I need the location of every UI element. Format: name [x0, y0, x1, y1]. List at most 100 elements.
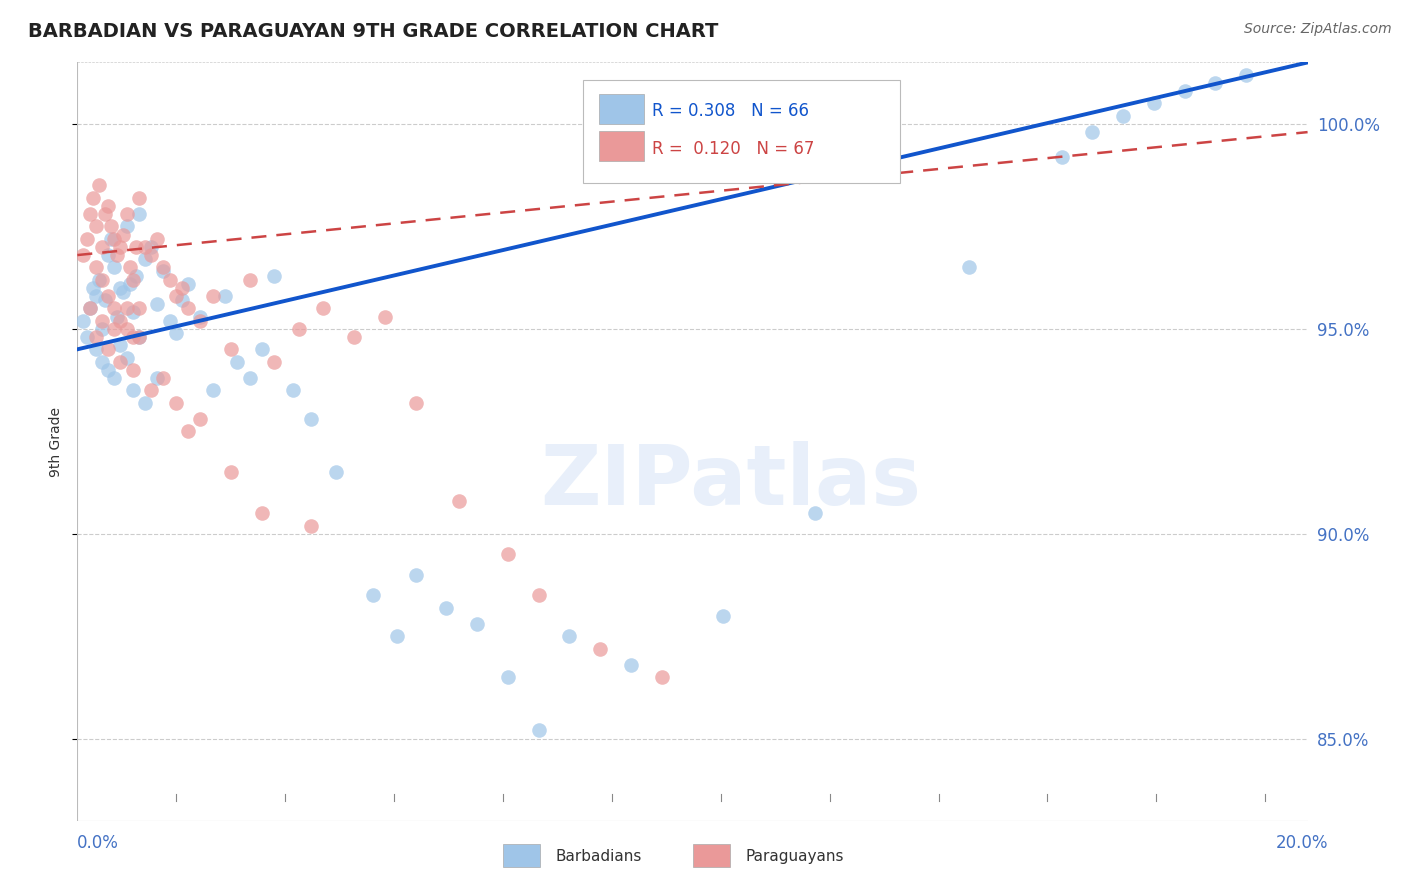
Point — [112, 285, 135, 299]
Point — [87, 178, 110, 193]
Point — [496, 547, 519, 561]
Point — [79, 207, 101, 221]
Point — [79, 301, 101, 316]
Point — [110, 313, 132, 327]
Point — [97, 343, 120, 357]
Point — [90, 322, 114, 336]
Point — [152, 264, 174, 278]
Point — [281, 384, 304, 398]
Y-axis label: 9th Grade: 9th Grade — [49, 407, 63, 476]
Point — [72, 313, 94, 327]
Point — [177, 277, 200, 291]
Point — [214, 289, 236, 303]
Point — [804, 506, 827, 520]
Text: BARBADIAN VS PARAGUAYAN 9TH GRADE CORRELATION CHART: BARBADIAN VS PARAGUAYAN 9TH GRADE CORREL… — [28, 22, 718, 41]
Point — [405, 567, 427, 582]
Point — [387, 629, 409, 643]
Point — [250, 506, 273, 520]
Point — [94, 293, 117, 307]
Point — [170, 293, 193, 307]
Point — [374, 310, 396, 324]
Point — [118, 277, 141, 291]
Point — [188, 412, 212, 426]
Point — [76, 232, 98, 246]
Point — [170, 281, 193, 295]
Point — [97, 199, 120, 213]
Point — [325, 465, 347, 479]
Point — [128, 330, 150, 344]
Point — [527, 588, 550, 602]
Point — [128, 207, 150, 221]
Point — [651, 670, 673, 684]
Point — [312, 301, 335, 316]
Point — [90, 354, 114, 368]
Point — [177, 425, 200, 439]
Point — [128, 301, 150, 316]
Point — [589, 641, 612, 656]
Point — [134, 395, 156, 409]
Point — [219, 465, 242, 479]
Point — [115, 219, 138, 234]
Point — [177, 301, 200, 316]
Point — [103, 322, 125, 336]
Text: Barbadians: Barbadians — [555, 849, 641, 863]
Point — [115, 322, 138, 336]
Point — [105, 248, 128, 262]
Point — [115, 207, 138, 221]
Point — [121, 384, 143, 398]
Text: 20.0%: 20.0% — [1277, 834, 1329, 852]
Point — [620, 657, 643, 672]
Point — [128, 191, 150, 205]
Point — [527, 723, 550, 738]
Point — [112, 227, 135, 242]
Point — [121, 273, 143, 287]
Point — [558, 629, 581, 643]
Point — [115, 351, 138, 365]
Point — [97, 248, 120, 262]
Point — [263, 354, 285, 368]
Point — [159, 313, 181, 327]
Point — [76, 330, 98, 344]
Point — [79, 301, 101, 316]
Point — [711, 608, 734, 623]
Point — [121, 330, 143, 344]
Point — [90, 240, 114, 254]
Point — [100, 219, 122, 234]
Point — [188, 313, 212, 327]
Point — [141, 248, 163, 262]
Point — [1050, 150, 1073, 164]
Point — [103, 260, 125, 275]
Point — [84, 219, 107, 234]
Point — [188, 310, 212, 324]
Point — [103, 301, 125, 316]
Text: R = 0.308   N = 66: R = 0.308 N = 66 — [652, 103, 810, 120]
Point — [152, 371, 174, 385]
Point — [239, 273, 262, 287]
Point — [125, 240, 148, 254]
Point — [436, 600, 458, 615]
Point — [146, 371, 169, 385]
Point — [97, 289, 120, 303]
Point — [115, 301, 138, 316]
Point — [226, 354, 249, 368]
Point — [405, 395, 427, 409]
Point — [110, 338, 132, 352]
Point — [84, 330, 107, 344]
Point — [105, 310, 128, 324]
Point — [250, 343, 273, 357]
Point — [72, 248, 94, 262]
Point — [465, 616, 488, 631]
Point — [141, 384, 163, 398]
Point — [288, 322, 311, 336]
Point — [103, 371, 125, 385]
Point — [118, 260, 141, 275]
Point — [141, 240, 163, 254]
Text: Source: ZipAtlas.com: Source: ZipAtlas.com — [1244, 22, 1392, 37]
Point — [97, 363, 120, 377]
Point — [165, 289, 187, 303]
Point — [110, 281, 132, 295]
Point — [1234, 68, 1257, 82]
Point — [1204, 76, 1226, 90]
Point — [239, 371, 262, 385]
Text: 0.0%: 0.0% — [77, 834, 120, 852]
